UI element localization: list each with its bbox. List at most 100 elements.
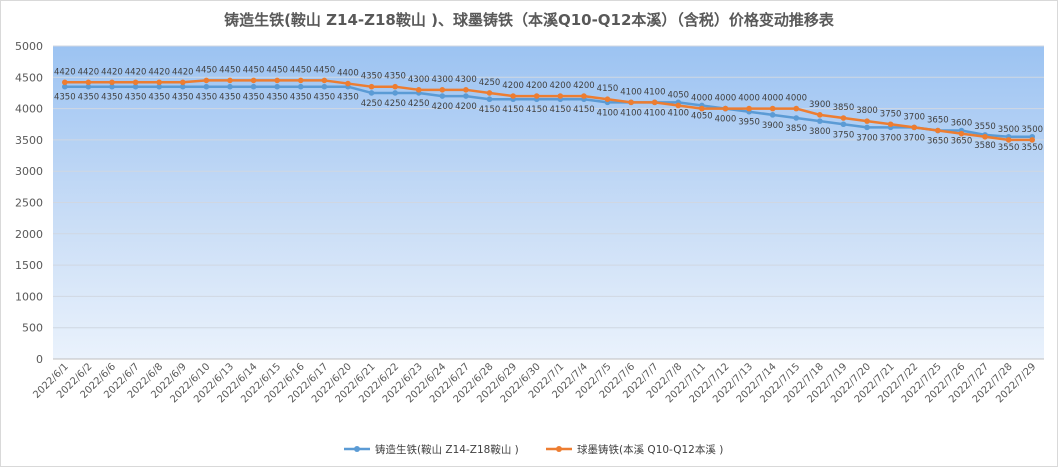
data-label: 4050 (667, 90, 689, 100)
data-point (793, 105, 800, 112)
data-point (297, 77, 304, 84)
data-point (1005, 137, 1012, 143)
data-label: 4250 (408, 99, 430, 109)
data-label: 4250 (384, 99, 406, 109)
data-point (746, 105, 752, 112)
data-label: 4400 (337, 69, 359, 79)
data-label: 4350 (337, 93, 359, 103)
data-label: 4000 (715, 94, 737, 104)
chart-title: 铸造生铁(鞍山 Z14-Z18鞍山 )、球墨铸铁（本溪Q10-Q12本溪）（含税… (224, 11, 834, 29)
data-point (109, 83, 115, 90)
data-point (699, 105, 705, 112)
data-label: 4350 (361, 72, 383, 82)
y-tick-label: 2000 (15, 228, 43, 241)
data-label: 4420 (54, 67, 76, 77)
data-label: 3900 (809, 100, 831, 110)
data-label: 4450 (290, 65, 312, 75)
series-line-2 (64, 79, 1033, 142)
data-point (368, 83, 375, 90)
data-label: 4420 (148, 67, 170, 77)
data-label: 4350 (54, 93, 76, 103)
data-point (864, 124, 870, 131)
data-point (628, 99, 634, 106)
legend-swatch-marker (556, 446, 562, 452)
data-point (935, 127, 941, 134)
data-point (486, 96, 493, 103)
data-point (463, 93, 469, 99)
legend-label: 球墨铸铁(本溪 Q10-Q12本溪 ) (577, 443, 723, 456)
data-label: 3700 (903, 112, 925, 122)
data-label: 4200 (432, 102, 454, 112)
data-point (817, 112, 823, 118)
data-point (203, 83, 210, 90)
data-label: 4000 (738, 94, 760, 104)
data-label: 4450 (196, 65, 218, 75)
data-label: 4000 (691, 94, 713, 104)
data-point (250, 83, 257, 90)
data-point (557, 93, 564, 99)
data-point (61, 79, 68, 86)
data-label: 3650 (927, 116, 949, 126)
data-label: 4300 (455, 75, 477, 85)
data-label: 4150 (549, 105, 571, 115)
data-point (817, 118, 823, 124)
data-point (297, 83, 304, 90)
data-point (439, 93, 446, 99)
data-point (156, 83, 162, 90)
data-point (321, 83, 328, 90)
data-label: 4350 (172, 93, 194, 103)
legend-label: 铸造生铁(鞍山 Z14-Z18鞍山 ) (375, 443, 519, 456)
data-point (227, 77, 233, 84)
data-point (1029, 137, 1036, 143)
data-point (109, 79, 115, 86)
y-tick-label: 0 (36, 353, 43, 366)
data-label: 4100 (644, 87, 666, 97)
data-label: 4350 (101, 93, 123, 103)
data-point (958, 130, 965, 137)
data-label: 4100 (597, 108, 619, 118)
data-label: 3550 (974, 122, 996, 132)
data-label: 4150 (526, 105, 548, 115)
data-point (227, 83, 233, 90)
data-label: 4200 (526, 81, 548, 91)
data-label: 3750 (880, 109, 902, 119)
data-label: 3800 (856, 106, 878, 116)
data-label: 3850 (833, 103, 855, 113)
data-label: 4200 (455, 102, 477, 112)
data-point (887, 121, 894, 128)
data-point (274, 77, 280, 84)
data-point (982, 133, 988, 140)
y-tick-label: 5000 (15, 40, 43, 53)
data-point (864, 118, 870, 124)
y-tick-label: 3500 (15, 134, 43, 147)
data-point (132, 83, 139, 90)
data-label: 4420 (101, 67, 123, 77)
data-label: 3650 (927, 137, 949, 147)
data-label: 4300 (432, 75, 454, 85)
data-label: 4450 (243, 65, 265, 75)
data-label: 4350 (125, 93, 147, 103)
data-label: 4150 (573, 105, 595, 115)
data-point (345, 80, 351, 87)
y-tick-label: 4500 (15, 71, 43, 84)
data-point (840, 121, 847, 128)
data-label: 4100 (644, 108, 666, 118)
data-label: 4000 (785, 94, 807, 104)
data-label: 4050 (691, 111, 713, 121)
y-tick-label: 1500 (15, 259, 43, 272)
data-label: 4350 (78, 93, 100, 103)
data-label: 3580 (974, 141, 996, 151)
data-point (203, 77, 210, 84)
data-label: 4450 (266, 65, 288, 75)
data-label: 4150 (502, 105, 524, 115)
data-label: 4100 (667, 108, 689, 118)
data-point (439, 87, 446, 93)
data-point (415, 87, 422, 93)
data-label: 4450 (314, 65, 336, 75)
data-point (651, 99, 658, 106)
data-label: 3500 (1021, 125, 1043, 135)
data-label: 4350 (266, 93, 288, 103)
data-label: 4350 (196, 93, 218, 103)
data-point (392, 83, 398, 90)
data-point (510, 93, 516, 99)
